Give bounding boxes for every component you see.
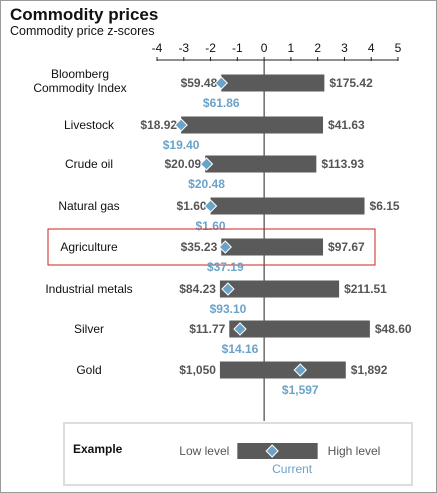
range-bar: [219, 361, 346, 379]
category-label: Livestock: [64, 118, 115, 132]
category-label: Silver: [74, 322, 104, 336]
high-value-label: $48.60: [375, 322, 412, 336]
low-value-label: $20.09: [164, 157, 201, 171]
legend-current-marker: [265, 444, 279, 458]
current-marker: [214, 76, 228, 90]
low-value-label: $18.92: [140, 118, 177, 132]
category-label: Natural gas: [58, 199, 119, 213]
low-value-label: $35.23: [181, 240, 218, 254]
legend-current-label: Current: [272, 462, 313, 476]
x-tick-label: 0: [261, 41, 268, 55]
x-tick-label: -1: [232, 41, 243, 55]
x-tick-label: 4: [368, 41, 375, 55]
current-value-label: $20.48: [188, 177, 225, 191]
x-tick-label: 3: [341, 41, 348, 55]
current-marker: [174, 118, 188, 132]
range-bar: [221, 238, 324, 256]
high-value-label: $1,892: [351, 363, 388, 377]
range-bar: [210, 197, 365, 215]
current-value-label: $1,597: [282, 383, 319, 397]
high-value-label: $41.63: [328, 118, 365, 132]
category-label: Industrial metals: [45, 282, 132, 296]
current-marker: [203, 199, 218, 213]
chart-subtitle: Commodity price z-scores: [10, 24, 155, 38]
category-label: Crude oil: [65, 157, 113, 171]
current-marker: [199, 157, 214, 171]
current-value-label: $14.16: [222, 342, 259, 356]
high-value-label: $175.42: [329, 76, 373, 90]
current-marker: [293, 363, 307, 377]
low-value-label: $59.48: [181, 76, 218, 90]
high-value-label: $113.93: [321, 157, 364, 171]
x-tick-label: 2: [314, 41, 321, 55]
x-tick-label: -3: [178, 41, 189, 55]
x-tick-label: 1: [288, 41, 295, 55]
range-bar: [219, 280, 340, 298]
category-label: Agriculture: [60, 240, 118, 254]
current-value-label: $19.40: [163, 138, 200, 152]
highlight-box: [47, 228, 376, 266]
range-bar: [221, 74, 325, 92]
category-label: Commodity Index: [33, 81, 126, 95]
current-marker: [233, 322, 247, 336]
low-value-label: $11.77: [189, 322, 225, 336]
current-value-label: $93.10: [210, 302, 247, 316]
range-bar: [205, 155, 317, 173]
high-value-label: $211.51: [344, 282, 387, 296]
legend-title: Example: [73, 442, 123, 456]
legend-low-label: Low level: [179, 444, 229, 458]
category-label: Bloomberg: [51, 67, 109, 81]
current-marker: [218, 240, 232, 254]
low-value-label: $1.60: [177, 199, 207, 213]
x-tick-label: 5: [395, 41, 402, 55]
low-value-label: $1,050: [179, 363, 216, 377]
current-value-label: $1.60: [196, 219, 226, 233]
legend-high-label: High level: [328, 444, 381, 458]
x-tick-label: -4: [152, 41, 163, 55]
x-tick-label: -2: [205, 41, 216, 55]
category-label: Gold: [76, 363, 101, 377]
high-value-label: $97.67: [328, 240, 365, 254]
chart-title: Commodity prices: [10, 5, 159, 24]
current-marker: [221, 282, 235, 296]
low-value-label: $84.23: [179, 282, 216, 296]
high-value-label: $6.15: [370, 199, 400, 213]
range-bar: [181, 116, 324, 134]
current-value-label: $37.19: [207, 260, 244, 274]
current-value-label: $61.86: [203, 96, 240, 110]
range-bar: [229, 320, 370, 338]
